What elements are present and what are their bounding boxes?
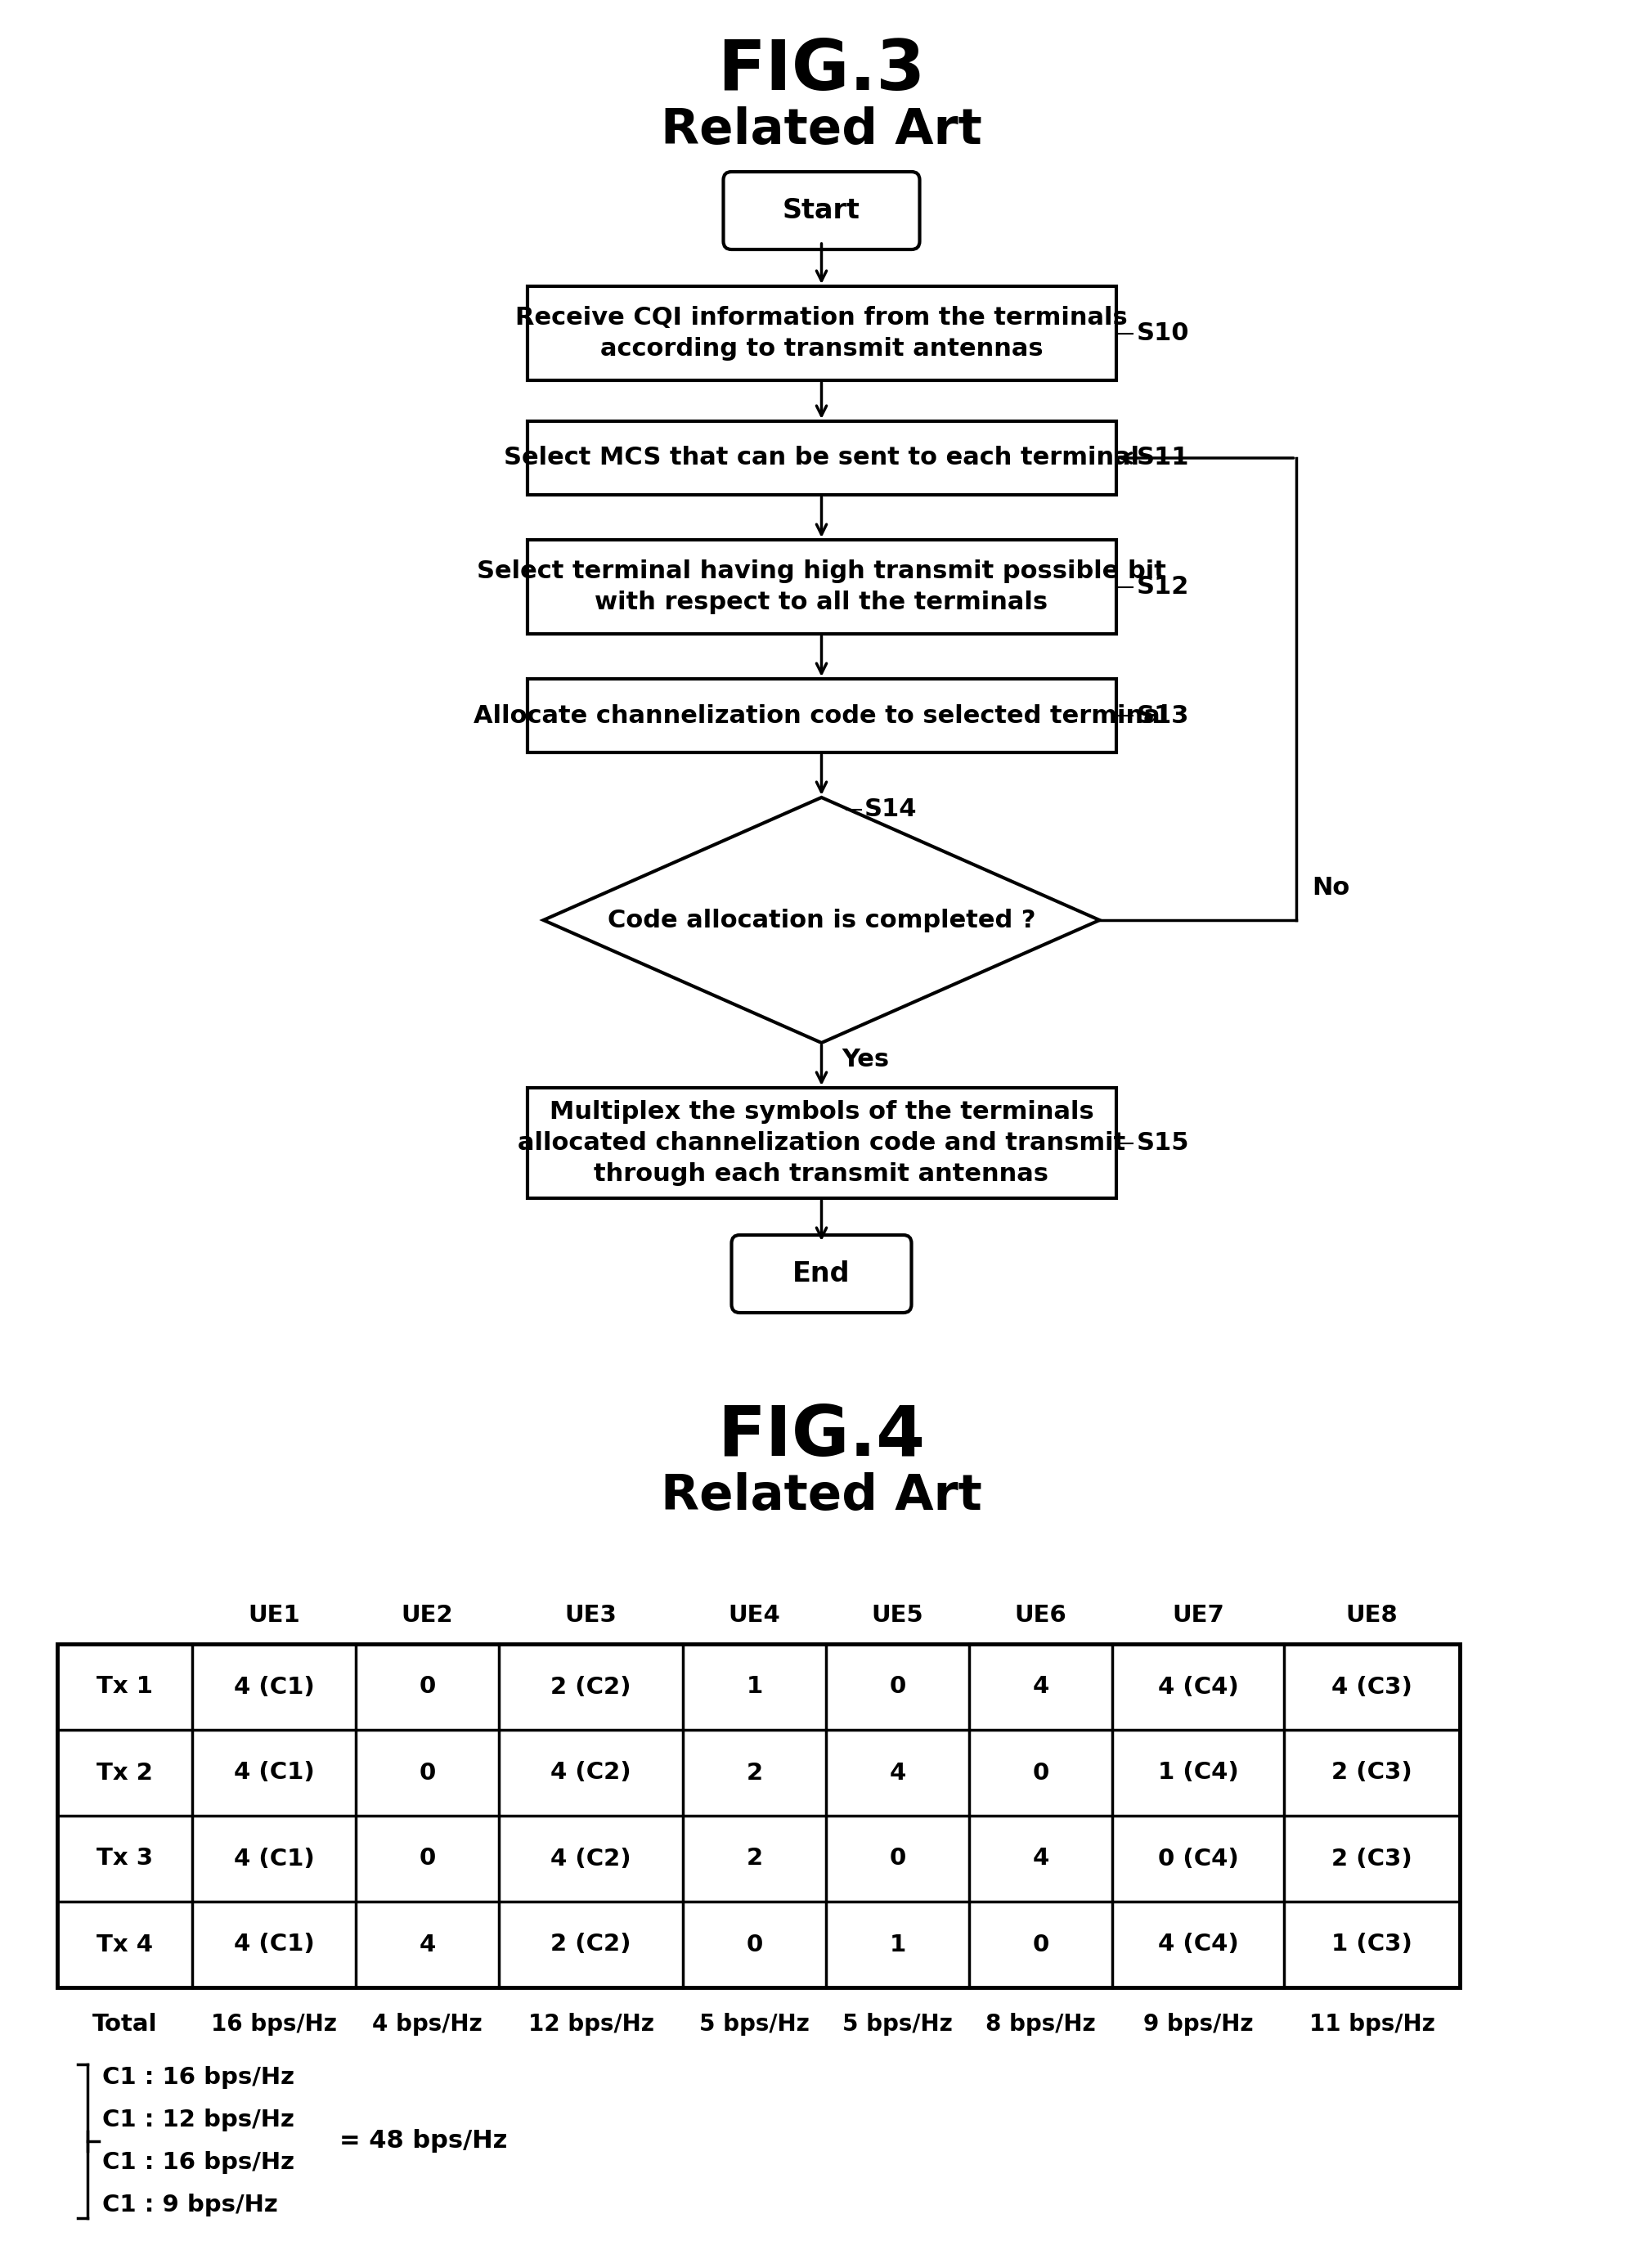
Text: Related Art: Related Art	[660, 1472, 983, 1520]
Text: FIG.3: FIG.3	[718, 36, 925, 104]
Text: End: End	[792, 1261, 851, 1288]
Text: 2 (C2): 2 (C2)	[550, 1932, 631, 1955]
Text: 4 (C2): 4 (C2)	[550, 1762, 631, 1785]
Text: Select MCS that can be sent to each terminal: Select MCS that can be sent to each term…	[504, 447, 1139, 469]
Text: Receive CQI information from the terminals
according to transmit antennas: Receive CQI information from the termina…	[516, 306, 1127, 361]
Text: S15: S15	[1137, 1132, 1190, 1154]
Text: 4: 4	[889, 1762, 905, 1785]
Bar	[527, 1089, 1116, 1198]
Text: 4 (C1): 4 (C1)	[233, 1676, 314, 1699]
Text: 1: 1	[889, 1932, 905, 1955]
Text: 2 (C2): 2 (C2)	[550, 1676, 631, 1699]
Text: 9 bps/Hz: 9 bps/Hz	[1144, 2012, 1254, 2037]
Text: Select terminal having high transmit possible bit
with respect to all the termin: Select terminal having high transmit pos…	[476, 560, 1167, 615]
Text: Tx 1: Tx 1	[97, 1676, 153, 1699]
Text: 0: 0	[889, 1846, 905, 1871]
Text: 4 (C4): 4 (C4)	[1158, 1676, 1239, 1699]
Bar	[527, 540, 1116, 633]
Text: 16 bps/Hz: 16 bps/Hz	[210, 2012, 337, 2037]
Text: 8 bps/Hz: 8 bps/Hz	[986, 2012, 1096, 2037]
Text: C1 : 12 bps/Hz: C1 : 12 bps/Hz	[102, 2109, 294, 2132]
Text: S11: S11	[1137, 447, 1190, 469]
Text: 4 (C1): 4 (C1)	[233, 1932, 314, 1955]
FancyBboxPatch shape	[723, 172, 920, 249]
Text: Tx 3: Tx 3	[97, 1846, 153, 1871]
Text: 4 (C3): 4 (C3)	[1331, 1676, 1413, 1699]
Text: C1 : 16 bps/Hz: C1 : 16 bps/Hz	[102, 2066, 294, 2089]
Text: Yes: Yes	[841, 1048, 889, 1070]
Text: Allocate channelization code to selected terminal: Allocate channelization code to selected…	[473, 703, 1170, 728]
Text: 4 (C1): 4 (C1)	[233, 1846, 314, 1871]
Text: 5 bps/Hz: 5 bps/Hz	[843, 2012, 953, 2037]
Text: C1 : 16 bps/Hz: C1 : 16 bps/Hz	[102, 2150, 294, 2175]
Text: No: No	[1313, 875, 1351, 900]
Text: UE6: UE6	[1015, 1603, 1066, 1626]
Text: UE3: UE3	[565, 1603, 618, 1626]
Text: UE2: UE2	[401, 1603, 453, 1626]
Text: Code allocation is completed ?: Code allocation is completed ?	[608, 907, 1035, 932]
Text: 0: 0	[419, 1762, 435, 1785]
Text: Total: Total	[92, 2012, 158, 2037]
Text: 1 (C4): 1 (C4)	[1158, 1762, 1239, 1785]
Text: 1: 1	[746, 1676, 762, 1699]
Text: 12 bps/Hz: 12 bps/Hz	[527, 2012, 654, 2037]
Text: S14: S14	[864, 798, 917, 821]
Text: 4: 4	[419, 1932, 435, 1955]
Text: 2 (C3): 2 (C3)	[1331, 1846, 1413, 1871]
Text: 4: 4	[1032, 1676, 1048, 1699]
Text: = 48 bps/Hz: = 48 bps/Hz	[340, 2130, 508, 2152]
Text: UE8: UE8	[1346, 1603, 1398, 1626]
Text: 0: 0	[1032, 1762, 1048, 1785]
Text: UE4: UE4	[728, 1603, 780, 1626]
Text: 1 (C3): 1 (C3)	[1331, 1932, 1413, 1955]
Bar	[527, 422, 1116, 494]
Text: 2: 2	[746, 1762, 762, 1785]
Text: 0: 0	[419, 1676, 435, 1699]
Text: 11 bps/Hz: 11 bps/Hz	[1309, 2012, 1434, 2037]
Text: S10: S10	[1137, 322, 1190, 345]
Text: 0 (C4): 0 (C4)	[1158, 1846, 1239, 1871]
Bar	[527, 678, 1116, 753]
Text: FIG.4: FIG.4	[718, 1402, 925, 1470]
Bar	[527, 286, 1116, 381]
Text: UE7: UE7	[1171, 1603, 1224, 1626]
Text: Tx 2: Tx 2	[97, 1762, 153, 1785]
Text: 0: 0	[1032, 1932, 1048, 1955]
Text: 4: 4	[1032, 1846, 1048, 1871]
FancyBboxPatch shape	[731, 1236, 912, 1313]
Text: 4 bps/Hz: 4 bps/Hz	[373, 2012, 483, 2037]
Text: 0: 0	[419, 1846, 435, 1871]
Text: 0: 0	[889, 1676, 905, 1699]
Text: UE1: UE1	[248, 1603, 301, 1626]
Text: 2: 2	[746, 1846, 762, 1871]
Text: 0: 0	[746, 1932, 762, 1955]
Text: Multiplex the symbols of the terminals
allocated channelization code and transmi: Multiplex the symbols of the terminals a…	[518, 1100, 1125, 1186]
Polygon shape	[544, 798, 1099, 1043]
Text: C1 : 9 bps/Hz: C1 : 9 bps/Hz	[102, 2193, 278, 2216]
Text: 5 bps/Hz: 5 bps/Hz	[700, 2012, 810, 2037]
Text: Start: Start	[782, 197, 861, 225]
Text: UE5: UE5	[871, 1603, 923, 1626]
Text: S12: S12	[1137, 576, 1190, 599]
Text: 4 (C2): 4 (C2)	[550, 1846, 631, 1871]
Text: 2 (C3): 2 (C3)	[1331, 1762, 1413, 1785]
Text: Related Art: Related Art	[660, 107, 983, 154]
Text: S13: S13	[1137, 703, 1190, 728]
Text: 4 (C4): 4 (C4)	[1158, 1932, 1239, 1955]
Bar	[58, 1644, 1461, 1987]
Text: Tx 4: Tx 4	[97, 1932, 153, 1955]
Text: 4 (C1): 4 (C1)	[233, 1762, 314, 1785]
